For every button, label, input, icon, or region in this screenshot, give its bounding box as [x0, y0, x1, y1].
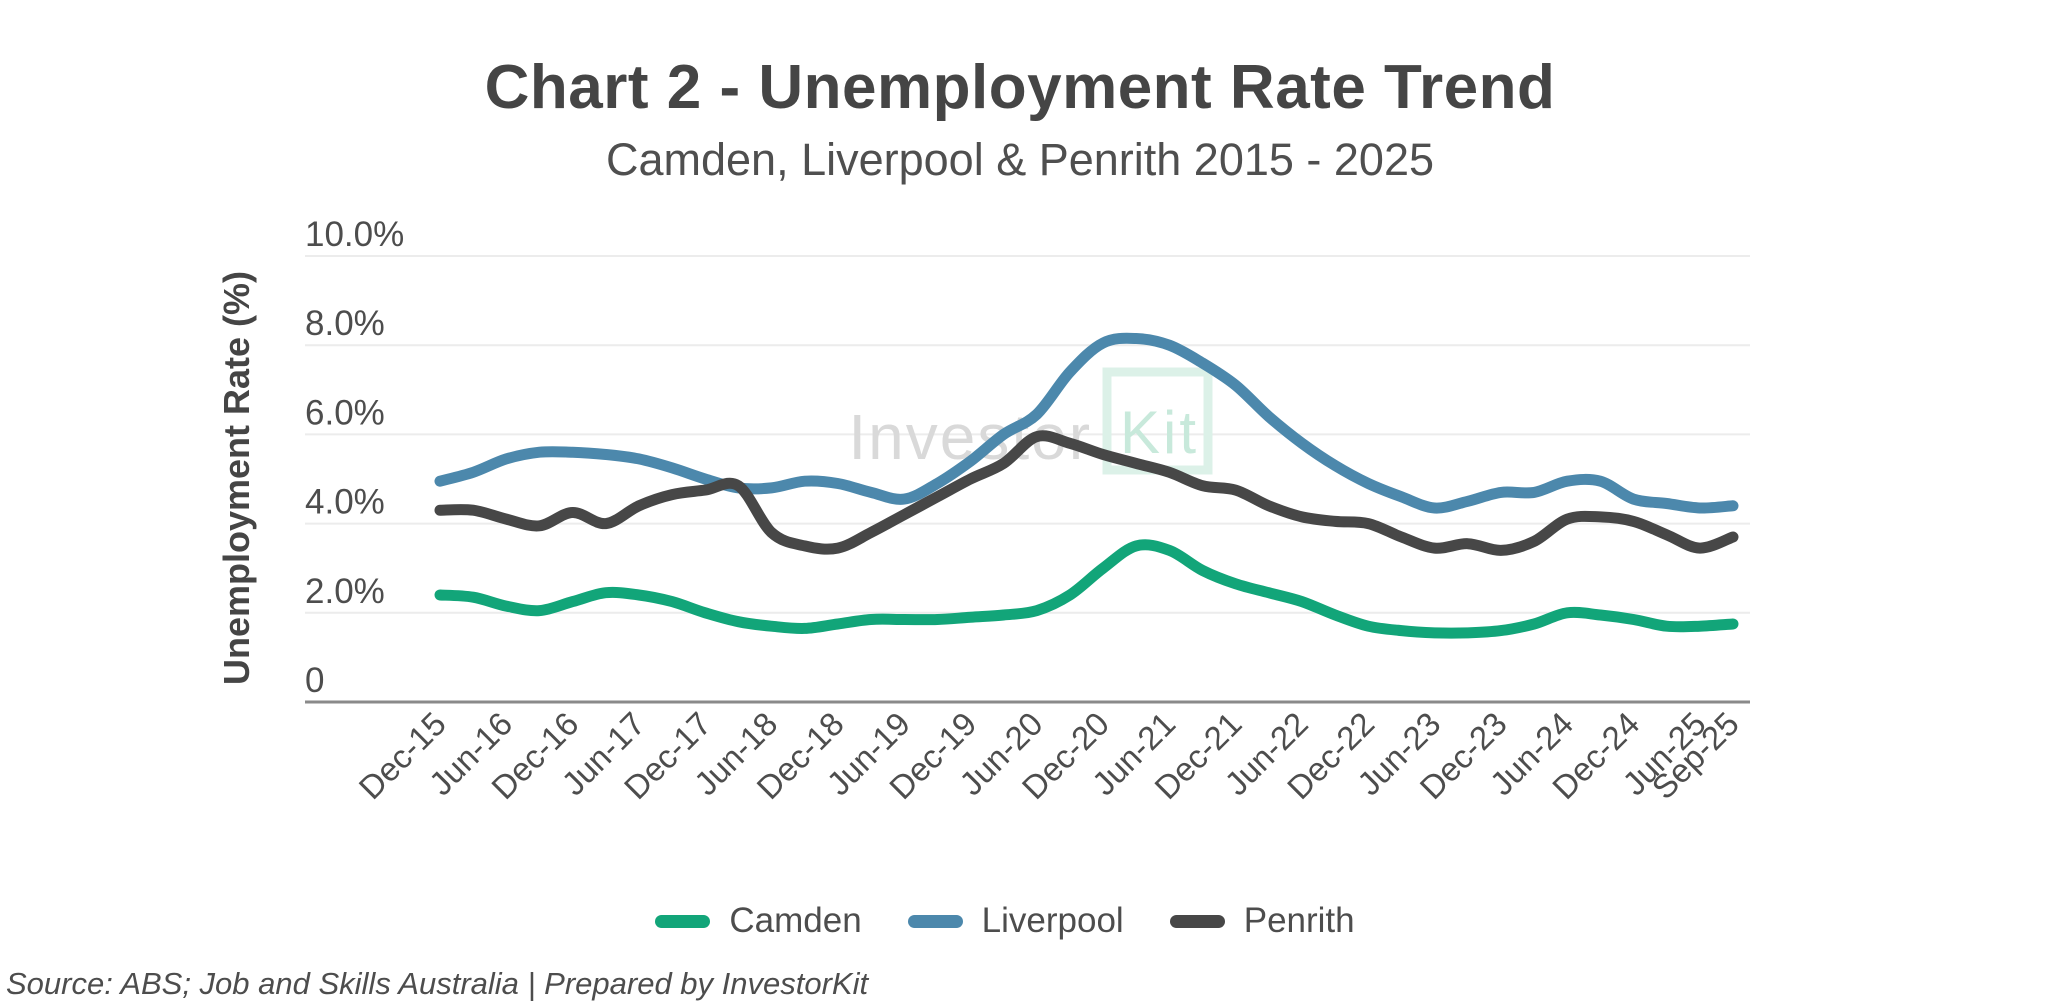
- watermark-kit: Kit: [1120, 399, 1199, 466]
- y-tick-label: 10.0%: [305, 215, 404, 254]
- legend-item-penrith: Penrith: [1169, 901, 1355, 941]
- legend-item-camden: Camden: [655, 901, 862, 941]
- penrith-line: [434, 430, 1739, 556]
- source-attribution: Source: ABS; Job and Skills Australia | …: [6, 966, 869, 1001]
- liverpool-line: [434, 332, 1739, 514]
- legend-item-liverpool: Liverpool: [907, 901, 1124, 941]
- chart-subtitle: Camden, Liverpool & Penrith 2015 - 2025: [605, 134, 1435, 185]
- legend: Camden Liverpool Penrith: [0, 901, 2010, 941]
- legend-label-penrith: Penrith: [1243, 901, 1355, 940]
- y-tick-label: 2.0%: [305, 572, 385, 611]
- y-tick-label: 4.0%: [305, 483, 385, 522]
- legend-label-camden: Camden: [729, 901, 862, 940]
- y-tick-label: 8.0%: [305, 304, 385, 343]
- legend-swatch-penrith-icon: [1169, 914, 1225, 928]
- camden-line: [434, 539, 1739, 639]
- y-tick-label: 0: [305, 661, 324, 700]
- chart-title: Chart 2 - Unemployment Rate Trend: [484, 53, 1556, 122]
- legend-label-liverpool: Liverpool: [981, 901, 1124, 940]
- y-tick-label: 6.0%: [305, 393, 385, 432]
- legend-swatch-liverpool-icon: [907, 914, 963, 928]
- legend-swatch-camden-icon: [655, 914, 711, 928]
